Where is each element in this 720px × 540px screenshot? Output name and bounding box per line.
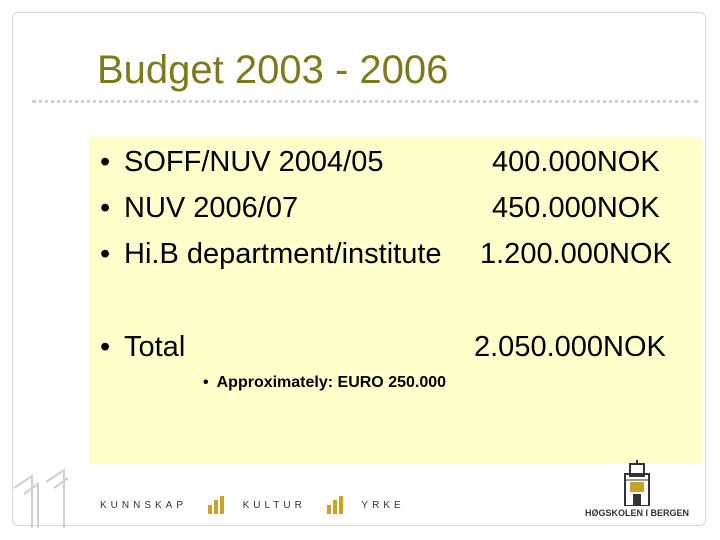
budget-total: • Total 2.050.000NOK bbox=[100, 331, 688, 371]
slide-frame bbox=[12, 12, 706, 526]
total-amount: 2.050.000NOK bbox=[474, 331, 666, 363]
bars-icon bbox=[326, 496, 343, 514]
budget-item-label: NUV 2006/07 bbox=[124, 192, 299, 224]
budget-item-label: Hi.B department/institute bbox=[124, 238, 442, 270]
hib-logo: HØGSKOLEN I BERGEN bbox=[582, 460, 692, 522]
euro-approximation-text: Approximately: EURO 250.000 bbox=[216, 374, 447, 391]
slogan-word: YRKE bbox=[361, 499, 405, 511]
budget-item-amount: 450.000NOK bbox=[492, 192, 660, 224]
bullet-icon: • bbox=[203, 374, 209, 391]
bars-icon bbox=[207, 496, 224, 514]
slogan-word: KULTUR bbox=[242, 499, 306, 511]
corner-mark-graphic bbox=[13, 468, 69, 528]
logo-text: HØGSKOLEN I BERGEN bbox=[584, 508, 689, 518]
euro-approximation: • Approximately: EURO 250.000 bbox=[203, 374, 446, 392]
bullet-icon: • bbox=[100, 192, 111, 224]
building-logo-icon bbox=[624, 460, 650, 506]
footer-slogan: KUNNSKAP KULTUR YRKE bbox=[100, 496, 405, 518]
budget-item-label: SOFF/NUV 2004/05 bbox=[124, 146, 384, 178]
budget-item-amount: 1.200.000NOK bbox=[480, 238, 672, 270]
bullet-icon: • bbox=[100, 331, 111, 363]
budget-item-nuv: • NUV 2006/07 450.000NOK bbox=[100, 192, 688, 232]
budget-item-amount: 400.000NOK bbox=[492, 146, 660, 178]
content-panel bbox=[89, 137, 702, 464]
title-divider bbox=[32, 100, 698, 103]
budget-item-soff-nuv: • SOFF/NUV 2004/05 400.000NOK bbox=[100, 146, 688, 186]
budget-item-hib: • Hi.B department/institute 1.200.000NOK bbox=[100, 238, 688, 278]
slogan-word: KUNNSKAP bbox=[100, 499, 188, 511]
bullet-icon: • bbox=[100, 146, 111, 178]
bullet-icon: • bbox=[100, 238, 111, 270]
total-label: Total bbox=[124, 331, 186, 363]
slide-title: Budget 2003 - 2006 bbox=[97, 48, 449, 92]
